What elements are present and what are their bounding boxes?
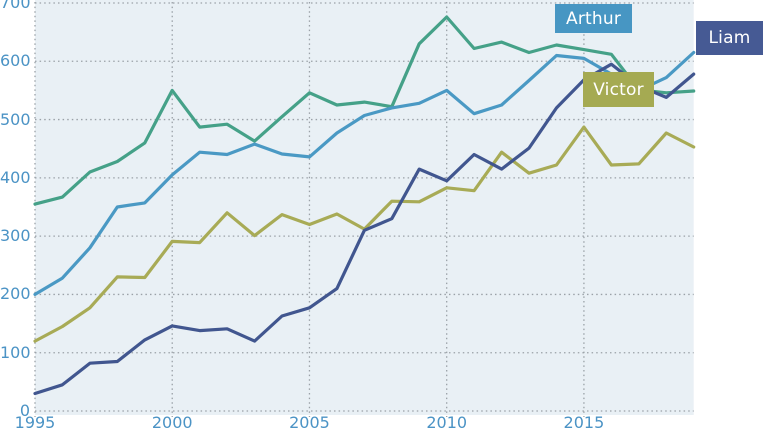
y-axis-tick-label: 700 (0, 0, 31, 12)
y-axis-tick-label: 100 (0, 342, 31, 362)
x-axis-tick-label: 2005 (289, 413, 330, 432)
x-axis-tick-label: 1995 (14, 413, 56, 432)
x-axis-tick-label: 2010 (426, 413, 468, 432)
series-label-liam-text: Liam (708, 28, 751, 48)
series-label-liam: Liam (696, 21, 763, 55)
plot-background (35, 0, 694, 415)
y-axis-tick-label: 400 (0, 167, 31, 187)
series-line-arthur (33, 50, 696, 296)
series-line-series0 (33, 15, 696, 206)
series-label-victor: Victor (583, 72, 654, 107)
y-axis-tick-label: 300 (0, 226, 31, 246)
y-axis-tick-label: 0 (19, 401, 30, 420)
y-axis-tick-label: 600 (0, 51, 31, 71)
series-label-arthur: Arthur (555, 4, 632, 33)
x-axis-tick-label: 2000 (151, 413, 193, 432)
x-axis-tick-label: 2015 (563, 413, 605, 432)
y-axis-tick-label: 500 (0, 109, 31, 129)
series-label-victor-text: Victor (593, 79, 644, 100)
series-label-arthur-text: Arthur (565, 8, 622, 29)
y-axis-tick-label: 200 (0, 284, 31, 304)
